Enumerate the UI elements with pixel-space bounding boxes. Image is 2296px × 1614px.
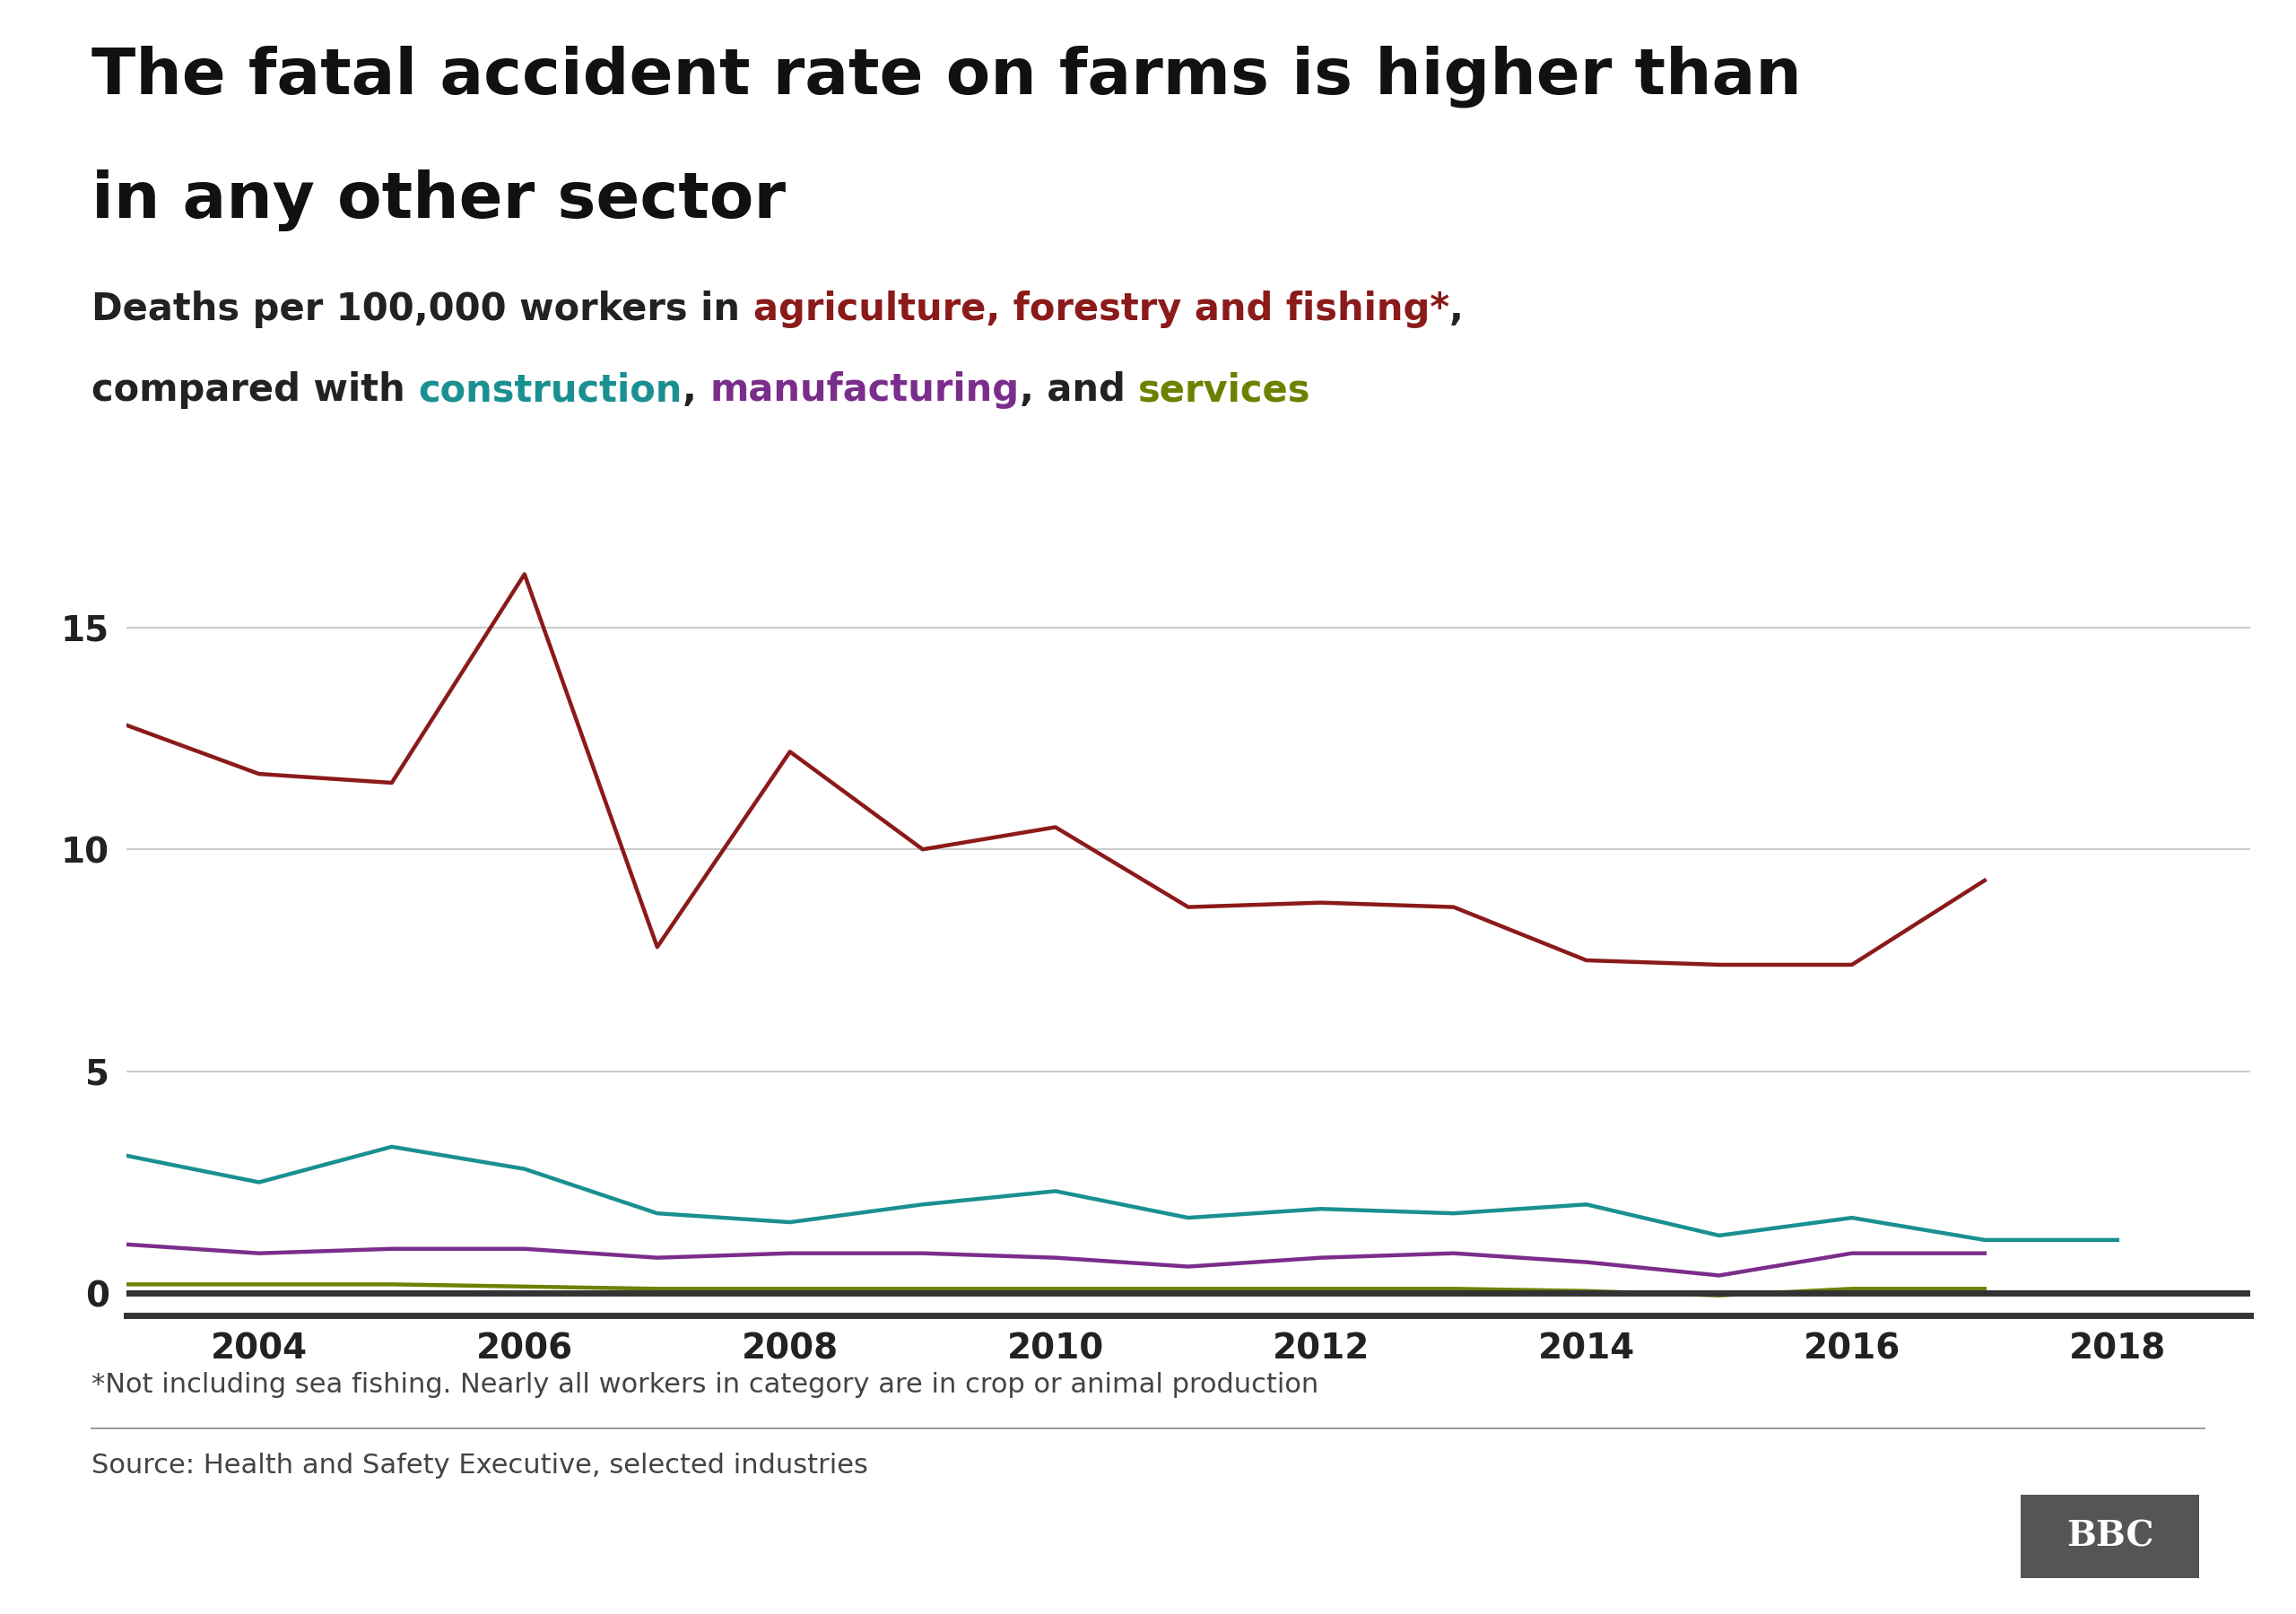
Text: *Not including sea fishing. Nearly all workers in category are in crop or animal: *Not including sea fishing. Nearly all w… [92,1372,1318,1398]
Text: The fatal accident rate on farms is higher than: The fatal accident rate on farms is high… [92,45,1802,108]
Text: services: services [1139,371,1311,408]
Text: construction: construction [418,371,682,408]
Text: Deaths per 100,000 workers in: Deaths per 100,000 workers in [92,291,753,328]
Text: , and: , and [1019,371,1139,408]
Text: in any other sector: in any other sector [92,169,785,231]
Text: BBC: BBC [2066,1519,2154,1554]
Text: agriculture, forestry and fishing*: agriculture, forestry and fishing* [753,291,1449,328]
Text: compared with: compared with [92,371,418,408]
Text: Source: Health and Safety Executive, selected industries: Source: Health and Safety Executive, sel… [92,1453,868,1478]
Text: ,: , [1449,291,1463,328]
Text: manufacturing: manufacturing [709,371,1019,408]
Text: ,: , [682,371,709,408]
